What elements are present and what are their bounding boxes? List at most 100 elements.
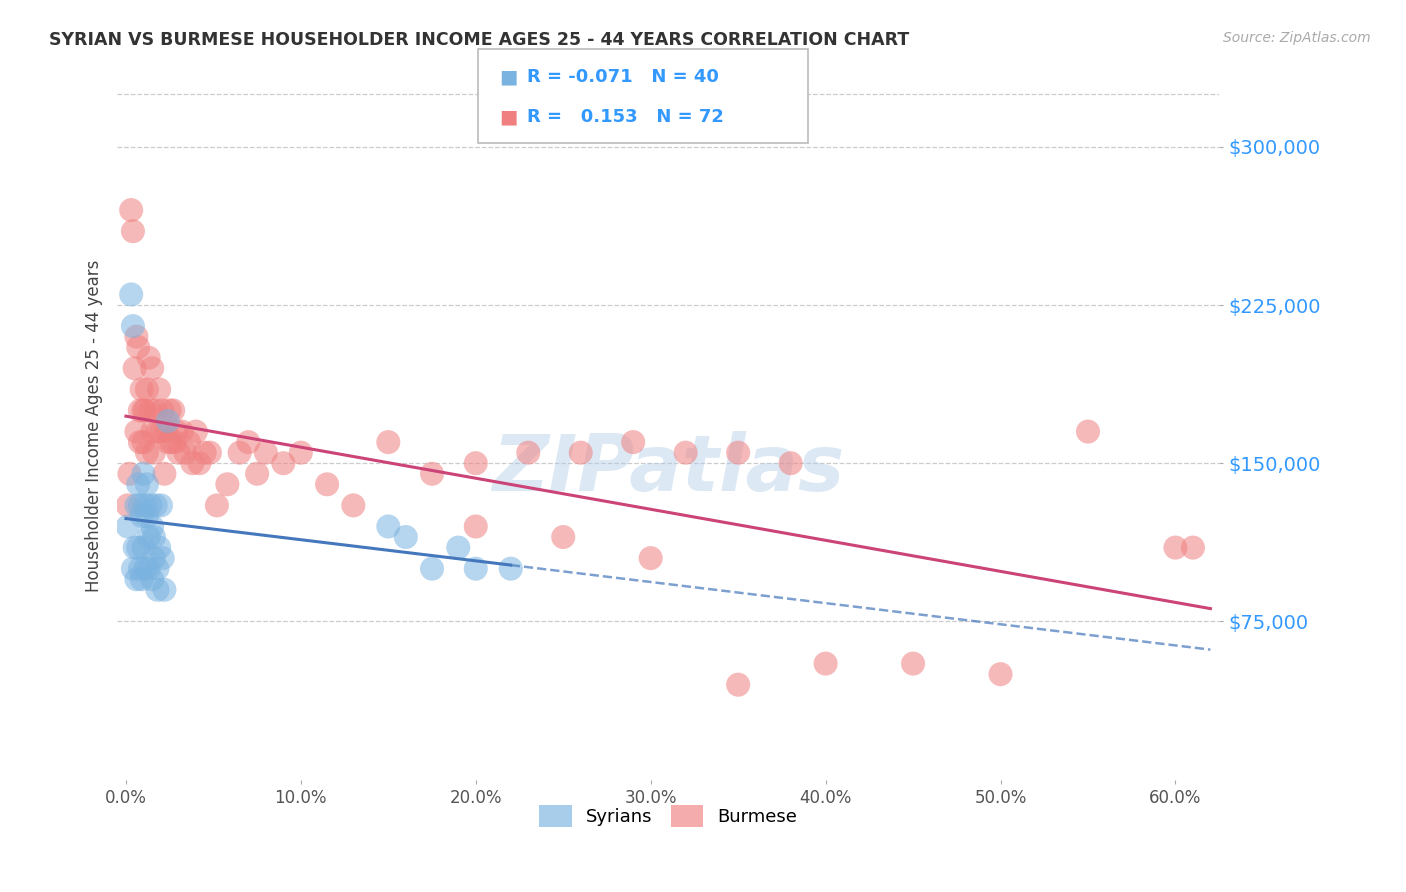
Point (129, 499, 152, 513)
Point (127, 477, 149, 491)
Point (290, 445, 312, 459)
Point (273, 456, 295, 470)
Point (163, 435, 186, 450)
Point (1077, 425, 1099, 439)
Point (125, 329, 148, 343)
Point (377, 519, 399, 533)
Point (156, 435, 179, 450)
Text: ■: ■ (499, 108, 517, 127)
Point (177, 435, 200, 450)
Point (181, 456, 204, 470)
Point (194, 445, 217, 459)
Point (141, 519, 163, 533)
Point (395, 530, 418, 544)
Point (142, 530, 165, 544)
Point (127, 541, 149, 555)
Text: ■: ■ (499, 68, 517, 87)
Point (120, 203, 142, 218)
Point (129, 403, 152, 417)
Point (145, 403, 167, 417)
Point (138, 562, 160, 576)
Point (447, 541, 470, 555)
Point (377, 435, 399, 450)
Point (217, 477, 239, 491)
Point (246, 467, 269, 481)
Point (342, 499, 364, 513)
Point (464, 519, 486, 533)
Point (162, 403, 184, 417)
Text: Source: ZipAtlas.com: Source: ZipAtlas.com (1223, 31, 1371, 45)
Point (464, 456, 486, 470)
Point (139, 403, 162, 417)
Point (420, 562, 443, 576)
Point (569, 445, 592, 459)
Point (117, 519, 139, 533)
Point (779, 456, 801, 470)
Point (125, 572, 148, 586)
Point (129, 562, 152, 576)
Point (135, 477, 157, 491)
Point (124, 361, 146, 376)
Point (990, 667, 1012, 681)
Point (228, 445, 250, 459)
Point (188, 456, 211, 470)
Point (135, 445, 157, 459)
Point (134, 403, 156, 417)
Point (184, 425, 207, 439)
Point (159, 403, 181, 417)
Point (142, 551, 165, 566)
Point (160, 435, 183, 450)
Y-axis label: Householder Income Ages 25 - 44 years: Householder Income Ages 25 - 44 years (86, 260, 103, 592)
Point (145, 499, 167, 513)
Point (148, 541, 170, 555)
Point (120, 287, 142, 301)
Point (138, 351, 160, 365)
Point (141, 425, 163, 439)
Point (141, 572, 163, 586)
Point (132, 435, 155, 450)
Point (138, 530, 160, 544)
Point (148, 383, 170, 397)
Point (134, 499, 156, 513)
Point (727, 678, 749, 692)
Point (814, 657, 837, 671)
Point (155, 425, 177, 439)
Point (205, 499, 228, 513)
Point (238, 435, 260, 450)
Point (125, 499, 148, 513)
Point (122, 224, 145, 238)
Point (174, 445, 197, 459)
Point (129, 435, 152, 450)
Point (122, 319, 145, 334)
Legend: Syrians, Burmese: Syrians, Burmese (531, 797, 804, 834)
Point (124, 541, 146, 555)
Point (125, 425, 148, 439)
Point (170, 425, 193, 439)
Point (134, 562, 156, 576)
Point (420, 467, 443, 481)
Point (553, 530, 575, 544)
Point (131, 508, 153, 523)
Point (131, 383, 153, 397)
Point (139, 499, 162, 513)
Point (153, 582, 176, 597)
Point (198, 445, 221, 459)
Point (118, 467, 141, 481)
Point (131, 572, 153, 586)
Point (254, 445, 277, 459)
Point (117, 499, 139, 513)
Point (152, 551, 174, 566)
Point (152, 403, 174, 417)
Point (727, 445, 749, 459)
Text: R = -0.071   N = 40: R = -0.071 N = 40 (527, 69, 718, 87)
Point (621, 435, 644, 450)
Point (149, 425, 172, 439)
Point (141, 361, 163, 376)
Text: R =   0.153   N = 72: R = 0.153 N = 72 (527, 108, 724, 126)
Point (127, 340, 149, 354)
Point (135, 508, 157, 523)
Point (640, 551, 662, 566)
Point (122, 562, 145, 576)
Point (167, 445, 190, 459)
Point (153, 467, 176, 481)
